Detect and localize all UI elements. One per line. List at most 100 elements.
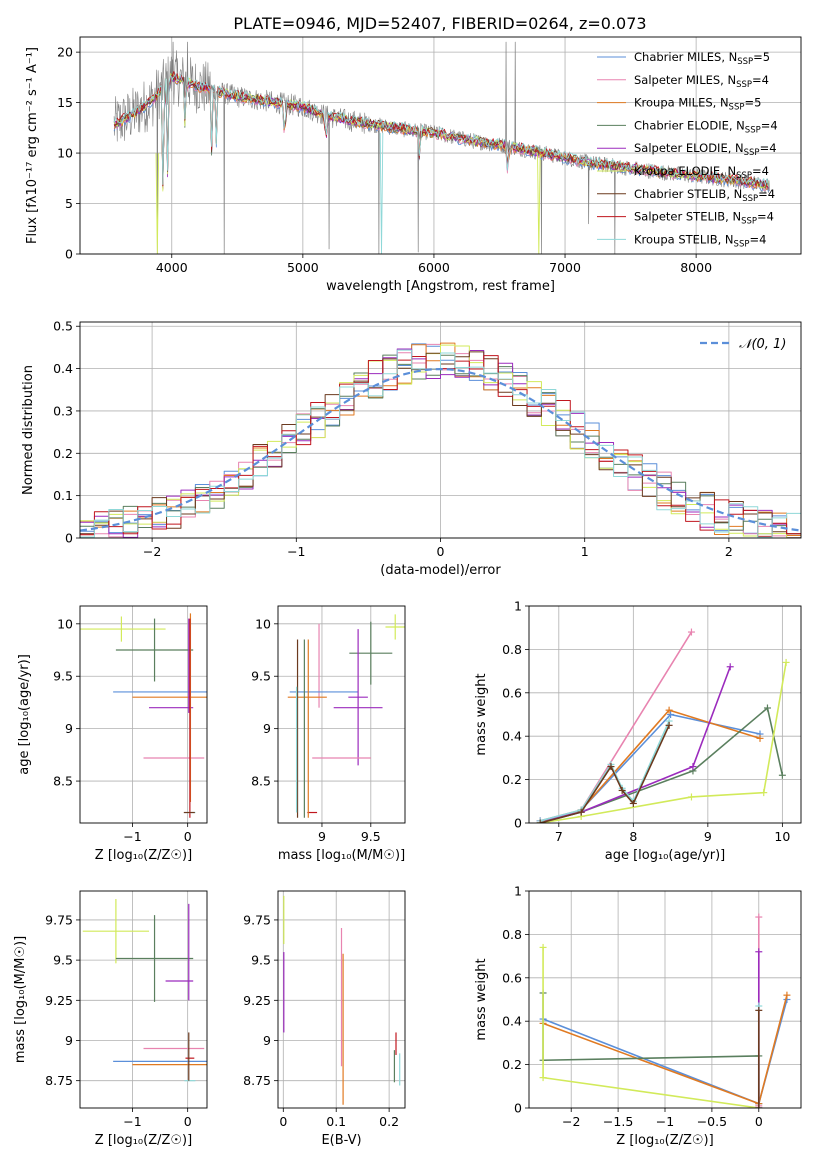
model-absorption-line <box>379 132 384 254</box>
axes-frame <box>277 605 406 824</box>
y-tick-label: 10 <box>255 616 271 631</box>
legend-subscript: SSP <box>744 148 760 158</box>
x-axis-label: E(B-V) <box>321 1133 361 1148</box>
spectrum-spike <box>186 41 189 83</box>
y-tick-label: 9 <box>65 721 73 736</box>
mass-vs-EBV-panel: 0 0.1 0.2 8.75 9 9.25 9.5 9.75 E(B-V) <box>243 890 406 1148</box>
spectrum-spike <box>328 116 330 250</box>
model-absorption-line <box>537 153 541 254</box>
x-tick-label: −0.5 <box>697 1114 727 1129</box>
weight-vs-Z-panel: −2 −1.5 −1 −0.5 0 0 0.2 0.4 0.6 0.8 1 Z [log₁₀(Z/Z☉… <box>474 884 802 1148</box>
x-tick-label: −1 <box>123 829 141 844</box>
y-tick-label: 8.5 <box>251 774 271 789</box>
y-tick-label: 9.5 <box>251 953 271 968</box>
legend-subscript: SSP <box>729 103 745 113</box>
model-spectrum-kroupa_stelib <box>113 73 769 187</box>
y-tick-label: 0 <box>65 247 73 262</box>
y-tick-label: 10 <box>57 146 73 161</box>
y-tick-label: 0.3 <box>53 403 73 418</box>
y-tick-label: 0.4 <box>502 729 522 744</box>
legend-label-rest: =5 <box>744 96 761 110</box>
x-tick-label: 0 <box>437 544 445 559</box>
y-axis-label: Normed distribution <box>21 365 36 495</box>
spectrum-spike <box>223 93 225 254</box>
x-tick-label: 0 <box>755 1114 763 1129</box>
spectrum-spike <box>505 41 507 147</box>
y-tick-label: 0.8 <box>502 927 522 942</box>
plot-area <box>283 895 401 1105</box>
legend-subscript: SSP <box>736 80 752 90</box>
y-tick-label: 0 <box>514 816 522 831</box>
y-axis-label: mass [log₁₀(M/M☉)] <box>13 936 28 1063</box>
x-tick-label: −2 <box>562 1114 580 1129</box>
legend-label-rest: =4 <box>757 210 774 224</box>
y-tick-label: 8.75 <box>243 1073 271 1088</box>
x-tick-label: 8000 <box>680 260 712 275</box>
axes-frame <box>528 605 802 824</box>
legend-label-rest: =5 <box>753 50 770 64</box>
y-tick-label: 9.75 <box>243 912 271 927</box>
y-tick-label: 0.2 <box>502 772 522 787</box>
x-tick-label: −1 <box>287 544 305 559</box>
normal-curve <box>80 367 801 532</box>
spectrum-spike <box>417 131 419 253</box>
spectrum-spike <box>172 41 174 77</box>
residual-panel: −2 −1 0 1 2 0 0.1 0.2 0.3 0.4 0.5 (data-model)/erro… <box>21 319 802 578</box>
legend-subscript: SSP <box>745 125 761 135</box>
x-tick-label: 8 <box>629 829 637 844</box>
x-tick-label: 1 <box>581 544 589 559</box>
axes-frame <box>79 36 802 255</box>
y-tick-label: 0.4 <box>502 1014 522 1029</box>
x-tick-label: −2 <box>143 544 161 559</box>
model-absorption-line <box>155 153 160 254</box>
x-tick-label: 0 <box>279 1114 287 1129</box>
spectrum-spike <box>540 152 543 254</box>
legend-label: 𝒩(0, 1) <box>739 337 786 352</box>
y-tick-label: 8.75 <box>45 1073 73 1088</box>
plot-area <box>80 613 207 818</box>
legend-label-rest: =4 <box>760 141 777 155</box>
legend-label: Salpeter ELODIE, NSSP=4 <box>634 141 777 158</box>
y-tick-label: 9 <box>263 721 271 736</box>
weight-line-chabrier_stelib <box>539 725 670 823</box>
y-tick-label: 0 <box>514 1101 522 1116</box>
y-axis-label: Flux [fλ10⁻¹⁷ erg cm⁻² s⁻¹ A⁻¹] <box>25 47 40 244</box>
x-tick-label: 2 <box>725 544 733 559</box>
y-tick-label: 0.5 <box>53 319 73 334</box>
plot-area <box>536 628 790 823</box>
x-tick-label: −1 <box>656 1114 674 1129</box>
spectrum-spike <box>587 162 590 225</box>
y-tick-label: 0.4 <box>53 361 73 376</box>
legend-subscript: SSP <box>734 239 750 249</box>
x-tick-label: 0 <box>184 1114 192 1129</box>
y-axis-label: mass weight <box>474 673 489 755</box>
y-axis-label: mass weight <box>474 958 489 1040</box>
legend-label: Chabrier STELIB, NSSP=4 <box>634 187 775 204</box>
x-axis-label: Z [log₁₀(Z/Z☉)] <box>95 1133 192 1148</box>
x-tick-label: 0.1 <box>326 1114 346 1129</box>
figure-title: PLATE=0946, MJD=52407, FIBERID=0264, z=0… <box>233 14 646 33</box>
histogram-kroupa_elodie <box>80 344 801 538</box>
legend-label: Chabrier ELODIE, NSSP=4 <box>634 118 778 135</box>
y-tick-label: 20 <box>57 45 73 60</box>
legend-label-rest: =4 <box>761 118 778 132</box>
legend-label-rest: =4 <box>758 187 775 201</box>
weight-line-salpeter_elodie <box>540 666 731 822</box>
plot-area <box>287 614 405 818</box>
y-tick-label: 1 <box>514 884 522 899</box>
y-tick-label: 0.6 <box>502 970 522 985</box>
legend-label-rest: =4 <box>749 232 766 246</box>
spectrum-panel: 4000 5000 6000 7000 8000 0 5 10 15 20 wavelength [… <box>25 36 802 294</box>
legend-label: Salpeter STELIB, NSSP=4 <box>634 210 774 227</box>
legend-subscript: SSP <box>736 171 752 181</box>
y-tick-label: 0.8 <box>502 642 522 657</box>
x-tick-label: 0.2 <box>379 1114 399 1129</box>
spectrum-spike <box>378 125 380 254</box>
y-tick-label: 9 <box>65 1033 73 1048</box>
y-tick-label: 9.5 <box>251 669 271 684</box>
y-tick-label: 0.6 <box>502 685 522 700</box>
histogram-salpeter_elodie <box>80 348 801 538</box>
x-axis-label: wavelength [Angstrom, rest frame] <box>326 279 555 294</box>
weight-line-kroupa_stelib <box>539 720 670 822</box>
legend-subscript: SSP <box>737 57 753 67</box>
